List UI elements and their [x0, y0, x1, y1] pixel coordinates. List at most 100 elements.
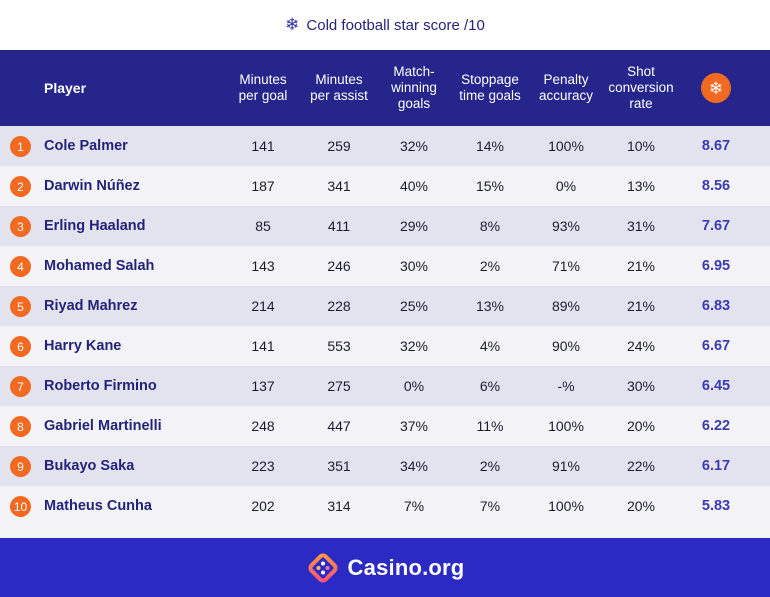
- table-row: 6 Harry Kane 141 553 32% 4% 90% 24% 6.67: [0, 326, 770, 366]
- header-label-line: Shot: [627, 64, 655, 79]
- cell-stg: 4%: [479, 338, 501, 354]
- cell-scr: 30%: [626, 378, 656, 394]
- cell-pa: -%: [557, 378, 575, 394]
- rank-badge: 4: [10, 256, 31, 277]
- cell-stg: 14%: [475, 138, 505, 154]
- cell-score: 6.67: [701, 338, 731, 354]
- player-name: Matheus Cunha: [44, 498, 152, 514]
- cell-mwg: 34%: [399, 458, 429, 474]
- table-row: 10 Matheus Cunha 202 314 7% 7% 100% 20% 5.83: [0, 486, 770, 526]
- table-row: 8 Gabriel Martinelli 248 447 37% 11% 100% 20% 6.…: [0, 406, 770, 446]
- header-label-line: conversion: [608, 80, 674, 95]
- table-row: 1 Cole Palmer 141 259 32% 14% 100% 10% 8.67: [0, 126, 770, 166]
- table-header: Player Minutes per goal Minutes per assist…: [0, 50, 770, 126]
- chart-title: ❄ Cold football star score /10: [0, 0, 770, 50]
- cell-mpa: 246: [327, 258, 351, 274]
- cell-scr: 24%: [626, 338, 656, 354]
- cell-mwg: 7%: [403, 498, 425, 514]
- casino-org-logo-icon: [308, 553, 338, 582]
- cell-mpg: 85: [255, 218, 271, 234]
- player-name: Erling Haaland: [44, 218, 146, 234]
- snowflake-icon: ❄: [285, 15, 300, 34]
- header-match-winning-goals: Match-winning goals: [380, 50, 448, 126]
- rank-badge: 8: [10, 416, 31, 437]
- header-label-line: time goals: [459, 88, 521, 103]
- cell-pa: 89%: [551, 298, 581, 314]
- header-minutes-per-assist: Minutes per assist: [302, 50, 376, 126]
- cell-mwg: 32%: [399, 138, 429, 154]
- header-stoppage-time-goals: Stoppage time goals: [452, 50, 528, 126]
- cell-stg: 7%: [479, 498, 501, 514]
- table-row: 3 Erling Haaland 85 411 29% 8% 93% 31% 7.67: [0, 206, 770, 246]
- cell-pa: 100%: [548, 418, 584, 434]
- cell-mpg: 202: [251, 498, 275, 514]
- cell-mwg: 37%: [399, 418, 429, 434]
- header-label-line: rate: [629, 96, 653, 111]
- cell-scr: 31%: [626, 218, 656, 234]
- cell-mwg: 25%: [399, 298, 429, 314]
- table-row: 4 Mohamed Salah 143 246 30% 2% 71% 21% 6.95: [0, 246, 770, 286]
- cell-scr: 20%: [626, 418, 656, 434]
- header-label-line: winning: [391, 80, 437, 95]
- player-name: Darwin Núñez: [44, 178, 140, 194]
- cell-mpa: 351: [327, 458, 351, 474]
- cell-mpg: 141: [251, 338, 275, 354]
- cell-mpg: 137: [251, 378, 275, 394]
- cell-mpa: 553: [327, 338, 351, 354]
- cell-pa: 91%: [551, 458, 581, 474]
- cell-mpa: 275: [327, 378, 351, 394]
- cell-stg: 13%: [475, 298, 505, 314]
- header-label-line: goals: [397, 96, 431, 111]
- cell-score: 6.83: [701, 298, 731, 314]
- cell-pa: 100%: [548, 498, 584, 514]
- rank-badge: 10: [10, 496, 31, 517]
- cell-mwg: 32%: [399, 338, 429, 354]
- cell-score: 8.56: [701, 178, 731, 194]
- player-name: Harry Kane: [44, 338, 122, 354]
- player-name: Mohamed Salah: [44, 258, 155, 274]
- cell-mpa: 411: [327, 218, 351, 234]
- rank-badge: 3: [10, 216, 31, 237]
- rank-badge: 2: [10, 176, 31, 197]
- cell-scr: 20%: [626, 498, 656, 514]
- cell-mwg: 40%: [399, 178, 429, 194]
- header-player-label: Player: [44, 80, 87, 96]
- table-bottom-spacer: [0, 526, 770, 538]
- header-score: ❄: [686, 50, 746, 126]
- table-row: 2 Darwin Núñez 187 341 40% 15% 0% 13% 8.56: [0, 166, 770, 206]
- player-name: Gabriel Martinelli: [44, 418, 162, 434]
- cell-mpa: 314: [327, 498, 351, 514]
- player-name: Riyad Mahrez: [44, 298, 138, 314]
- cell-score: 6.95: [701, 258, 731, 274]
- cell-stg: 2%: [479, 458, 501, 474]
- cell-mpa: 228: [327, 298, 351, 314]
- rank-badge: 1: [10, 136, 31, 157]
- player-name: Bukayo Saka: [44, 458, 135, 474]
- header-label-line: Stoppage: [461, 72, 519, 87]
- cell-mwg: 0%: [403, 378, 425, 394]
- cell-mpg: 248: [251, 418, 275, 434]
- cell-scr: 21%: [626, 258, 656, 274]
- cell-mpg: 141: [251, 138, 275, 154]
- cell-stg: 11%: [476, 418, 504, 434]
- cell-score: 6.17: [701, 458, 731, 474]
- cell-pa: 71%: [551, 258, 581, 274]
- cell-score: 7.67: [701, 218, 731, 234]
- cell-pa: 0%: [555, 178, 577, 194]
- rank-badge: 7: [10, 376, 31, 397]
- cell-scr: 10%: [626, 138, 656, 154]
- cell-stg: 2%: [479, 258, 501, 274]
- cell-mpg: 214: [251, 298, 275, 314]
- cell-scr: 22%: [626, 458, 656, 474]
- cell-pa: 100%: [548, 138, 584, 154]
- rank-badge: 5: [10, 296, 31, 317]
- cell-mwg: 30%: [399, 258, 429, 274]
- header-label-line: Minutes: [239, 72, 287, 87]
- cell-score: 8.67: [701, 138, 731, 154]
- cell-mpa: 447: [327, 418, 351, 434]
- header-label-line: per assist: [310, 88, 368, 103]
- chart-title-text: Cold football star score /10: [306, 16, 485, 34]
- table-row: 5 Riyad Mahrez 214 228 25% 13% 89% 21% 6.83: [0, 286, 770, 326]
- cell-stg: 6%: [479, 378, 501, 394]
- cell-mwg: 29%: [399, 218, 429, 234]
